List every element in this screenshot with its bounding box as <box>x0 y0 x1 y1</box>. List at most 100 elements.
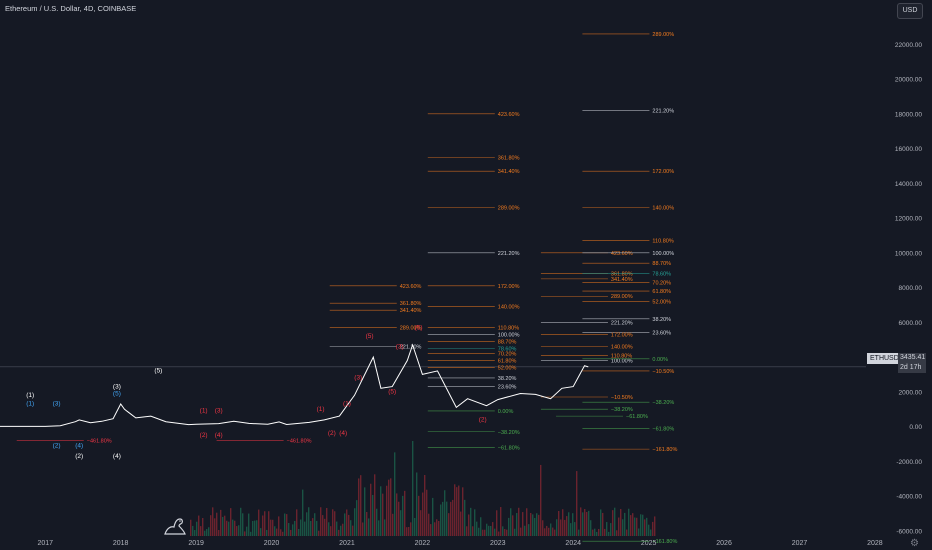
volume-bar <box>560 519 562 536</box>
volume-bar <box>326 508 328 536</box>
fib-level-label: 38.20% <box>652 317 671 323</box>
fib-level-label: 52.00% <box>652 299 671 305</box>
volume-bar <box>414 518 416 536</box>
y-tick-label: 14000.00 <box>895 181 922 188</box>
volume-bar <box>536 513 538 536</box>
y-tick-label: 20000.00 <box>895 77 922 84</box>
volume-bar <box>208 527 210 536</box>
volume-bar <box>654 516 656 536</box>
tradingview-dino-icon[interactable] <box>163 516 187 536</box>
volume-bar <box>506 529 508 536</box>
volume-bar <box>588 510 590 536</box>
volume-bar <box>566 516 568 536</box>
fib-level-label: 289.00% <box>400 326 422 332</box>
volume-bar <box>306 512 308 536</box>
y-tick-label: 10000.00 <box>895 250 922 257</box>
wave-label: (4) <box>339 430 347 437</box>
volume-bar <box>252 520 254 536</box>
currency-button[interactable]: USD <box>897 3 923 19</box>
volume-bar <box>630 515 632 536</box>
volume-bar <box>404 490 406 536</box>
volume-bar <box>644 519 646 536</box>
fib-level-label: 221.20% <box>611 320 633 326</box>
volume-bar <box>580 507 582 536</box>
fib-level-label: 341.40% <box>400 308 422 314</box>
volume-bar <box>334 511 336 536</box>
gear-icon[interactable]: ⚙ <box>910 538 919 549</box>
volume-bar <box>198 515 200 536</box>
volume-bar <box>248 513 250 536</box>
volume-bar <box>314 513 316 536</box>
y-tick-label: 2000.00 <box>899 389 923 396</box>
volume-bar <box>640 514 642 536</box>
volume-bar <box>532 514 534 536</box>
volume-bar <box>234 520 236 536</box>
volume-bar <box>540 464 542 536</box>
fib-level-label: 221.20% <box>498 251 520 257</box>
fib-level-label: 38.20% <box>498 376 517 382</box>
fib-level-label: −161.80% <box>652 539 677 545</box>
y-tick-label: 6000.00 <box>899 320 923 327</box>
volume-bar <box>204 530 206 536</box>
volume-bar <box>236 526 238 536</box>
volume-bar <box>544 528 546 536</box>
fib-level-label: 140.00% <box>498 305 520 311</box>
volume-bar <box>582 512 584 536</box>
volume-bar <box>600 509 602 536</box>
volume-bar <box>192 525 194 536</box>
volume-bar <box>432 497 434 536</box>
x-tick-label: 2017 <box>37 540 53 547</box>
volume-bar <box>366 512 368 536</box>
volume-bar <box>196 521 198 536</box>
volume-bar <box>302 489 304 536</box>
y-tick-label: -2000.00 <box>896 459 922 466</box>
fib-level-label: 289.00% <box>611 294 633 300</box>
volume-bar <box>612 510 614 536</box>
volume-bar <box>642 514 644 536</box>
wave-label: (5) <box>154 368 162 375</box>
volume-bar <box>420 510 422 536</box>
volume-bar <box>226 520 228 536</box>
fib-level-label: 100.00% <box>498 332 520 338</box>
fib-level-label: 289.00% <box>652 32 674 38</box>
volume-bar <box>280 529 282 536</box>
volume-bar <box>210 515 212 536</box>
volume-bar <box>284 513 286 536</box>
volume-bar <box>500 507 502 536</box>
volume-bar <box>296 509 298 536</box>
fib-level-label: 221.20% <box>652 108 674 114</box>
volume-bar <box>246 526 248 536</box>
fib-level-label: 341.40% <box>498 169 520 175</box>
x-tick-label: 2022 <box>415 540 431 547</box>
y-tick-label: 16000.00 <box>895 146 922 153</box>
volume-bar <box>332 509 334 536</box>
fib-level-label: −461.80% <box>87 438 112 444</box>
volume-bar <box>224 515 226 536</box>
fib-level-label: 70.20% <box>652 280 671 286</box>
volume-bar <box>584 509 586 536</box>
wave-label: (3) <box>53 401 61 408</box>
volume-bar <box>412 441 414 536</box>
volume-bar <box>308 507 310 536</box>
volume-bar <box>386 485 388 536</box>
wave-label: (3) <box>396 343 404 350</box>
volume-bar <box>602 512 604 536</box>
wave-label: (2) <box>53 442 61 449</box>
volume-bar <box>422 492 424 536</box>
volume-bar <box>622 519 624 536</box>
volume-bar <box>484 529 486 536</box>
volume-bar <box>278 516 280 536</box>
volume-bar <box>570 523 572 536</box>
volume-bar <box>550 523 552 536</box>
volume-bar <box>616 530 618 536</box>
volume-bar <box>568 512 570 536</box>
volume-bar <box>534 517 536 536</box>
volume-bar <box>360 475 362 536</box>
volume-bar <box>304 521 306 536</box>
volume-bar <box>312 518 314 536</box>
volume-bar <box>598 529 600 536</box>
fib-level-label: −10.50% <box>611 395 633 401</box>
wave-label: (2) <box>75 453 83 460</box>
x-tick-label: 2025 <box>641 540 657 547</box>
